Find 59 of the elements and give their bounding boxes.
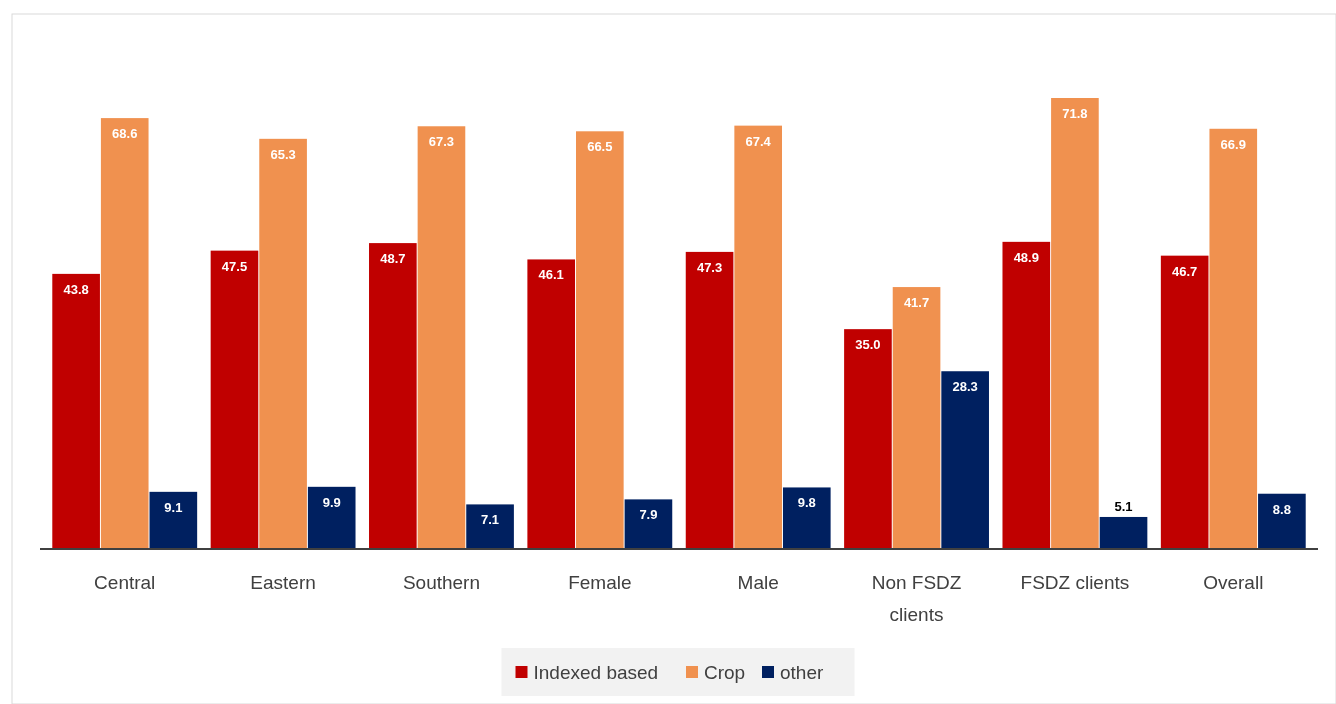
bar	[685, 251, 734, 549]
bar	[844, 329, 892, 549]
data-label: 43.8	[63, 281, 89, 297]
data-label: 47.3	[696, 259, 723, 275]
x-tick-label: Eastern	[250, 572, 316, 593]
bar	[369, 243, 417, 549]
bar	[782, 487, 831, 549]
data-label: 28.3	[952, 379, 978, 395]
bar	[1051, 98, 1099, 549]
bar	[1160, 255, 1209, 549]
bar	[466, 504, 514, 549]
data-label: 68.6	[112, 126, 138, 142]
data-label: 46.1	[538, 267, 564, 283]
data-label: 67.3	[428, 134, 455, 150]
x-tick-label: FSDZ clients	[1020, 572, 1130, 593]
x-tick-label: Overall	[1203, 572, 1264, 593]
data-label: 67.4	[745, 133, 772, 149]
data-label: 8.8	[1272, 501, 1291, 517]
bar	[417, 126, 466, 549]
bar	[1258, 493, 1306, 549]
legend-label: Crop	[704, 662, 746, 683]
bar	[259, 138, 307, 549]
data-label: 65.3	[270, 146, 296, 162]
bar	[1099, 516, 1148, 549]
bar	[100, 118, 149, 549]
data-label: 35.0	[855, 337, 881, 353]
legend-label: other	[780, 662, 824, 683]
x-tick-label: Male	[737, 572, 779, 593]
bar	[52, 273, 100, 549]
x-tick-label: Female	[568, 572, 632, 593]
bar	[624, 499, 673, 549]
data-label: 48.9	[1013, 249, 1039, 265]
bar	[576, 131, 624, 549]
bar	[1002, 241, 1051, 549]
data-label: 9.1	[164, 499, 183, 515]
legend-label: Indexed based	[533, 662, 659, 683]
data-label: 48.7	[380, 251, 406, 267]
data-label: 66.5	[587, 139, 613, 155]
data-label: 9.9	[322, 494, 341, 510]
data-label: 7.1	[481, 512, 500, 528]
bar	[210, 250, 259, 549]
data-label: 5.1	[1114, 498, 1133, 514]
bar	[734, 125, 782, 549]
data-label: 41.7	[903, 295, 930, 311]
bar	[941, 371, 989, 549]
bar	[1209, 128, 1258, 549]
data-label: 66.9	[1220, 136, 1246, 152]
x-tick-label: Non FSDZ clients	[871, 572, 962, 625]
bar	[892, 287, 941, 549]
x-tick-label: Southern	[402, 572, 481, 593]
bar	[149, 491, 198, 549]
data-label: 71.8	[1062, 106, 1088, 121]
x-tick-label: Central	[94, 572, 156, 593]
data-label: 7.9	[639, 507, 658, 523]
bar	[527, 259, 576, 549]
data-label: 46.7	[1172, 263, 1198, 279]
data-label: 47.5	[221, 258, 248, 274]
bar	[307, 486, 356, 549]
data-label: 9.8	[797, 495, 816, 511]
